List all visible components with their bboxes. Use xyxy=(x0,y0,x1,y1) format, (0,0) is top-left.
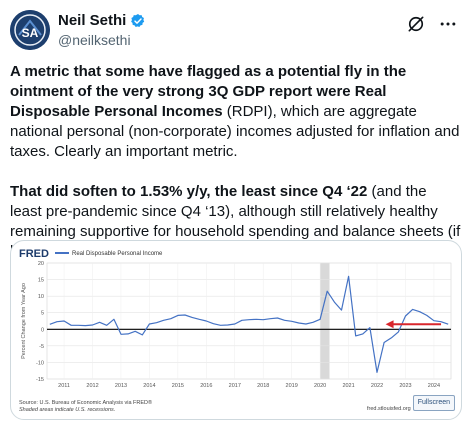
tweet-paragraph-1: A metric that some have flagged as a pot… xyxy=(10,62,462,162)
x-tick-label: 2019 xyxy=(286,383,298,389)
x-tick-label: 2020 xyxy=(314,383,326,389)
tweet-media-chart[interactable]: FRED Real Disposable Personal Income Per… xyxy=(10,240,462,420)
author-name[interactable]: Neil Sethi xyxy=(58,12,127,29)
y-tick-label: -15 xyxy=(36,377,44,383)
fullscreen-button[interactable]: Fullscreen xyxy=(412,395,455,411)
grok-icon[interactable] xyxy=(406,14,426,34)
x-tick-label: 2012 xyxy=(86,383,98,389)
tweet-actions-top xyxy=(406,14,458,34)
x-tick-label: 2023 xyxy=(399,383,411,389)
x-tick-label: 2016 xyxy=(200,383,212,389)
recession-shade xyxy=(320,263,330,379)
x-tick-label: 2011 xyxy=(58,383,70,389)
y-tick-label: 10 xyxy=(38,294,44,300)
avatar-text: SA xyxy=(22,26,39,40)
x-tick-label: 2024 xyxy=(428,383,440,389)
fred-logo: FRED xyxy=(19,248,49,260)
avatar[interactable]: SA xyxy=(10,10,50,50)
y-tick-label: -10 xyxy=(36,360,44,366)
more-icon[interactable] xyxy=(438,14,458,34)
y-tick-label: 5 xyxy=(41,311,44,317)
x-tick-label: 2015 xyxy=(172,383,184,389)
x-tick-label: 2014 xyxy=(143,383,155,389)
author-handle[interactable]: @neilksethi xyxy=(58,32,131,48)
verified-badge-icon xyxy=(130,13,146,29)
x-tick-label: 2018 xyxy=(257,383,269,389)
x-tick-label: 2013 xyxy=(115,383,127,389)
red-arrow-head xyxy=(385,320,394,329)
y-tick-label: 20 xyxy=(38,261,44,267)
tweet-paragraph-1-rest: (RDPI), which are aggregate national per… xyxy=(10,103,460,160)
series-line xyxy=(49,275,449,373)
source-note: Source: U.S. Bureau of Economic Analysis… xyxy=(19,399,152,406)
avatar-logo-icon: SA xyxy=(10,10,50,50)
fred-chart: FRED Real Disposable Personal Income Per… xyxy=(19,248,452,413)
legend-label: Real Disposable Personal Income xyxy=(72,251,163,257)
y-tick-label: 0 xyxy=(41,327,44,333)
tweet-paragraph-2-bold: That did soften to 1.53% y/y, the least … xyxy=(10,183,368,200)
x-tick-label: 2017 xyxy=(229,383,241,389)
y-tick-label: -5 xyxy=(39,344,44,350)
recession-note: Shaded areas indicate U.S. recessions. xyxy=(19,407,115,413)
x-tick-label: 2021 xyxy=(342,383,354,389)
plot-area xyxy=(46,262,452,380)
tweet-paragraph-1-bold: A metric that some have flagged as a pot… xyxy=(10,63,407,120)
fred-site: fred.stlouisfed.org xyxy=(367,406,411,412)
y-tick-label: 15 xyxy=(38,278,44,284)
x-tick-label: 2022 xyxy=(371,383,383,389)
y-axis-label: Percent Change from Year Ago xyxy=(21,283,27,359)
author-row: Neil Sethi xyxy=(58,12,146,29)
